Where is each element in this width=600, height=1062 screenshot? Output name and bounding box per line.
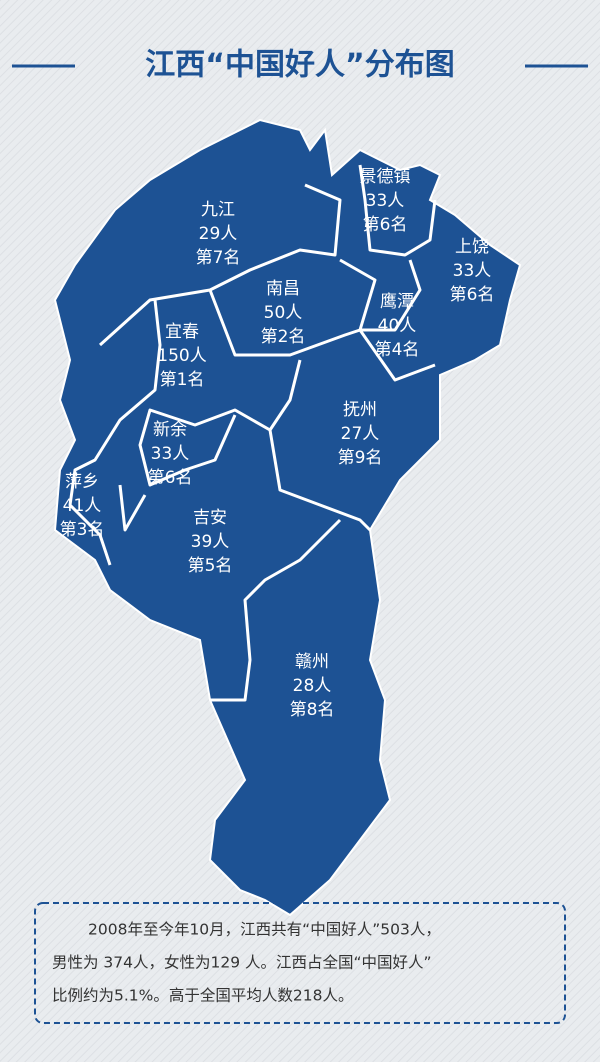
region-border <box>118 484 147 532</box>
region-name: 吉安 <box>193 508 227 528</box>
region-rank: 第9名 <box>338 448 383 468</box>
region-count: 50人 <box>264 303 303 323</box>
region-count: 27人 <box>341 424 380 444</box>
region-count: 33人 <box>453 261 492 281</box>
region-count: 29人 <box>199 224 238 244</box>
region-count: 40人 <box>378 316 417 336</box>
title: 江西“中国好人”分布图 <box>145 48 454 83</box>
region-name: 景德镇 <box>360 167 411 187</box>
region-name: 赣州 <box>295 652 329 672</box>
region-count: 41人 <box>63 496 102 516</box>
region-rank: 第7名 <box>196 248 241 268</box>
note-line: 比例约为5.1%。高于全国平均人数218人。 <box>52 987 353 1005</box>
region-rank: 第2名 <box>261 327 306 347</box>
region-border <box>98 183 342 347</box>
region-name: 萍乡 <box>65 472 99 492</box>
region-name: 宜春 <box>165 322 199 342</box>
region-rank: 第6名 <box>363 215 408 235</box>
region-border <box>339 258 422 332</box>
region-count: 33人 <box>151 444 190 464</box>
region-rank: 第4名 <box>375 340 420 360</box>
region-count: 28人 <box>293 676 332 696</box>
region-rank: 第5名 <box>188 556 233 576</box>
region-count: 150人 <box>157 346 206 366</box>
region-count: 39人 <box>191 532 230 552</box>
note-box <box>34 902 566 1024</box>
region-name: 鹰潭 <box>380 292 414 312</box>
region-name: 抚州 <box>343 400 377 420</box>
region-border <box>68 299 162 566</box>
region-rank: 第6名 <box>450 285 495 305</box>
region-name: 南昌 <box>266 279 300 299</box>
region-rank: 第1名 <box>160 370 205 390</box>
region-name: 上饶 <box>455 237 489 257</box>
note-line: 2008年至今年10月，江西共有“中国好人”503人， <box>88 921 441 939</box>
map <box>53 118 522 917</box>
region-count: 33人 <box>366 191 405 211</box>
region-border <box>358 164 437 257</box>
region-border <box>210 518 342 702</box>
region-name: 新余 <box>153 420 187 440</box>
region-rank: 第6名 <box>148 468 193 488</box>
region-border <box>208 289 436 382</box>
note-line: 男性为 374人，女性为129 人。江西占全国“中国好人” <box>52 953 432 972</box>
region-rank: 第8名 <box>290 700 335 720</box>
region-border <box>138 359 302 487</box>
region-name: 九江 <box>201 200 235 220</box>
region-rank: 第3名 <box>60 520 105 540</box>
region-border <box>268 429 372 532</box>
